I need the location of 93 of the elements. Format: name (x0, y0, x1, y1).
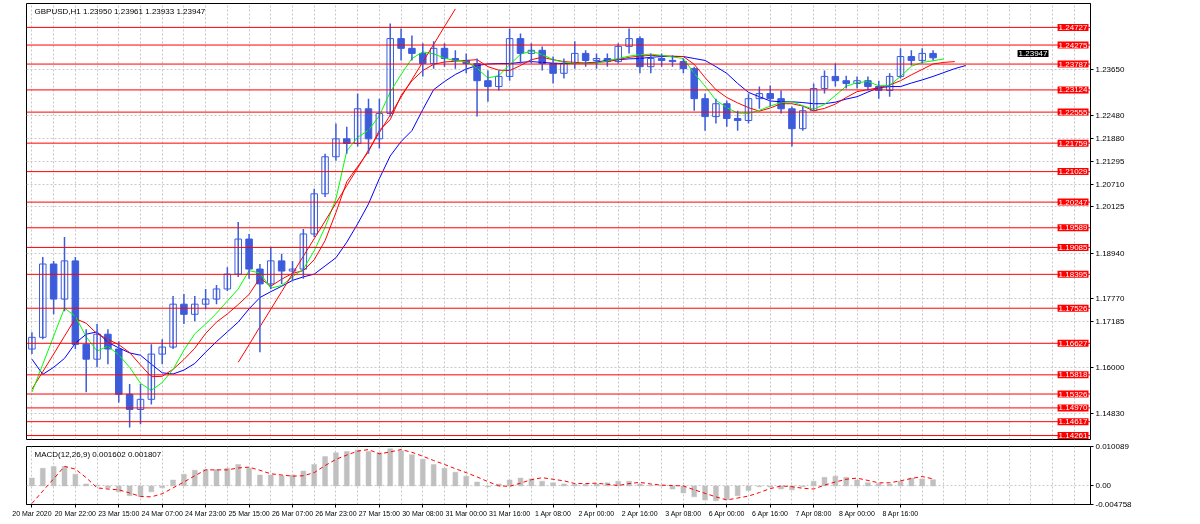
ref-line-label: 1.24275 (1058, 40, 1089, 50)
candlestick (853, 75, 861, 90)
candlestick (234, 221, 242, 278)
y-tick-label: 1.17770 (1095, 294, 1125, 304)
candlestick (299, 228, 308, 280)
candlestick (571, 40, 579, 70)
y-tick-label: 1.20710 (1095, 179, 1125, 189)
ref-line-label: 1.16627 (1058, 338, 1089, 348)
candlestick (820, 69, 829, 95)
ref-line-label: 1.14617 (1058, 417, 1089, 427)
candlestick (39, 256, 47, 341)
candlestick (799, 105, 807, 132)
bar (430, 464, 437, 487)
y-tick-label: 1.16000 (1095, 363, 1125, 373)
y-tick-label: 1.23650 (1095, 64, 1125, 74)
bar (539, 480, 545, 487)
candlestick (288, 260, 297, 282)
ref-line-label: 1.19085 (1058, 242, 1089, 252)
candlestick (49, 260, 58, 316)
candlestick (321, 152, 329, 198)
ref-line-label: 1.15326 (1058, 389, 1089, 399)
y-tick-label: 0.010089 (1095, 442, 1130, 451)
ref-line-label: 1.20247 (1058, 197, 1089, 207)
candlestick (201, 288, 210, 310)
ref-line-label: 1.14970 (1058, 403, 1089, 413)
y-tick-label: 1.21880 (1095, 133, 1125, 143)
chart-title: MACD(12,26,9) 0.001602 0.001807 (34, 449, 162, 459)
y-tick-label: 1.18940 (1095, 248, 1125, 258)
y-tick-label: -0.004758 (1095, 500, 1133, 509)
candlestick (136, 383, 145, 426)
candlestick (647, 52, 655, 75)
ref-line-label: 1.18395 (1058, 269, 1089, 279)
ref-line-label: 1.21759 (1058, 138, 1089, 148)
candlestick (147, 343, 156, 406)
ref-line-label: 1.21029 (1058, 167, 1089, 177)
candlestick (495, 69, 503, 92)
ref-line-label: 1.19589 (1058, 223, 1089, 233)
bar (919, 478, 925, 487)
candlestick (809, 82, 818, 112)
candlestick (212, 284, 221, 305)
candlestick (310, 187, 318, 238)
candlestick (505, 27, 514, 82)
bar (50, 466, 57, 487)
bar (202, 469, 209, 487)
candlestick (831, 62, 840, 88)
bar (235, 464, 241, 487)
bar (463, 475, 469, 487)
candlestick (896, 47, 905, 80)
chart-title: GBPUSD,H1 1.23950 1.23961 1.23933 1.23947 (34, 6, 206, 16)
candlestick (375, 97, 384, 150)
bar (354, 449, 361, 487)
candlestick (60, 236, 69, 312)
candlestick (755, 85, 764, 110)
candlestick (918, 47, 926, 65)
candlestick (267, 246, 275, 290)
candlestick (885, 72, 894, 98)
candlestick (712, 97, 720, 125)
candlestick (386, 22, 394, 118)
candlestick (614, 42, 622, 65)
bar (311, 464, 317, 487)
y-tick-label: 1.22480 (1095, 110, 1125, 120)
candlestick (560, 57, 568, 80)
candlestick (93, 323, 101, 369)
y-tick-label: 1.21295 (1095, 156, 1125, 166)
candlestick (223, 266, 232, 292)
ref-line-label: 1.17526 (1058, 303, 1089, 313)
candlestick (277, 253, 286, 285)
annotation: 1.23947 (1018, 49, 1049, 58)
candlestick (744, 92, 753, 125)
bar (278, 475, 285, 487)
y-tick-label: 1.17185 (1095, 317, 1125, 327)
bar (387, 448, 393, 487)
candlestick (527, 42, 536, 65)
candlestick (429, 40, 438, 70)
y-tick-label: 1.14830 (1095, 408, 1125, 418)
ref-line-label: 1.23124 (1058, 85, 1089, 95)
ref-line-label: 1.24727 (1058, 22, 1089, 32)
candlestick (353, 92, 362, 148)
bar (506, 479, 513, 487)
y-tick-label: 0.00 (1095, 481, 1112, 491)
candlestick (169, 295, 177, 350)
bar (810, 480, 817, 487)
ref-line-label: 1.15818 (1058, 370, 1089, 380)
ref-line-label: 1.22555 (1058, 107, 1089, 117)
candlestick (625, 27, 633, 55)
candlestick (332, 122, 340, 162)
line-series (31, 449, 934, 504)
ref-line-label: 1.14261 (1058, 431, 1089, 441)
candlestick (158, 338, 166, 365)
candlestick (28, 331, 36, 355)
ref-line-label: 1.23787 (1058, 59, 1089, 69)
candlestick (191, 295, 199, 323)
y-tick-label: 1.20125 (1095, 202, 1125, 212)
